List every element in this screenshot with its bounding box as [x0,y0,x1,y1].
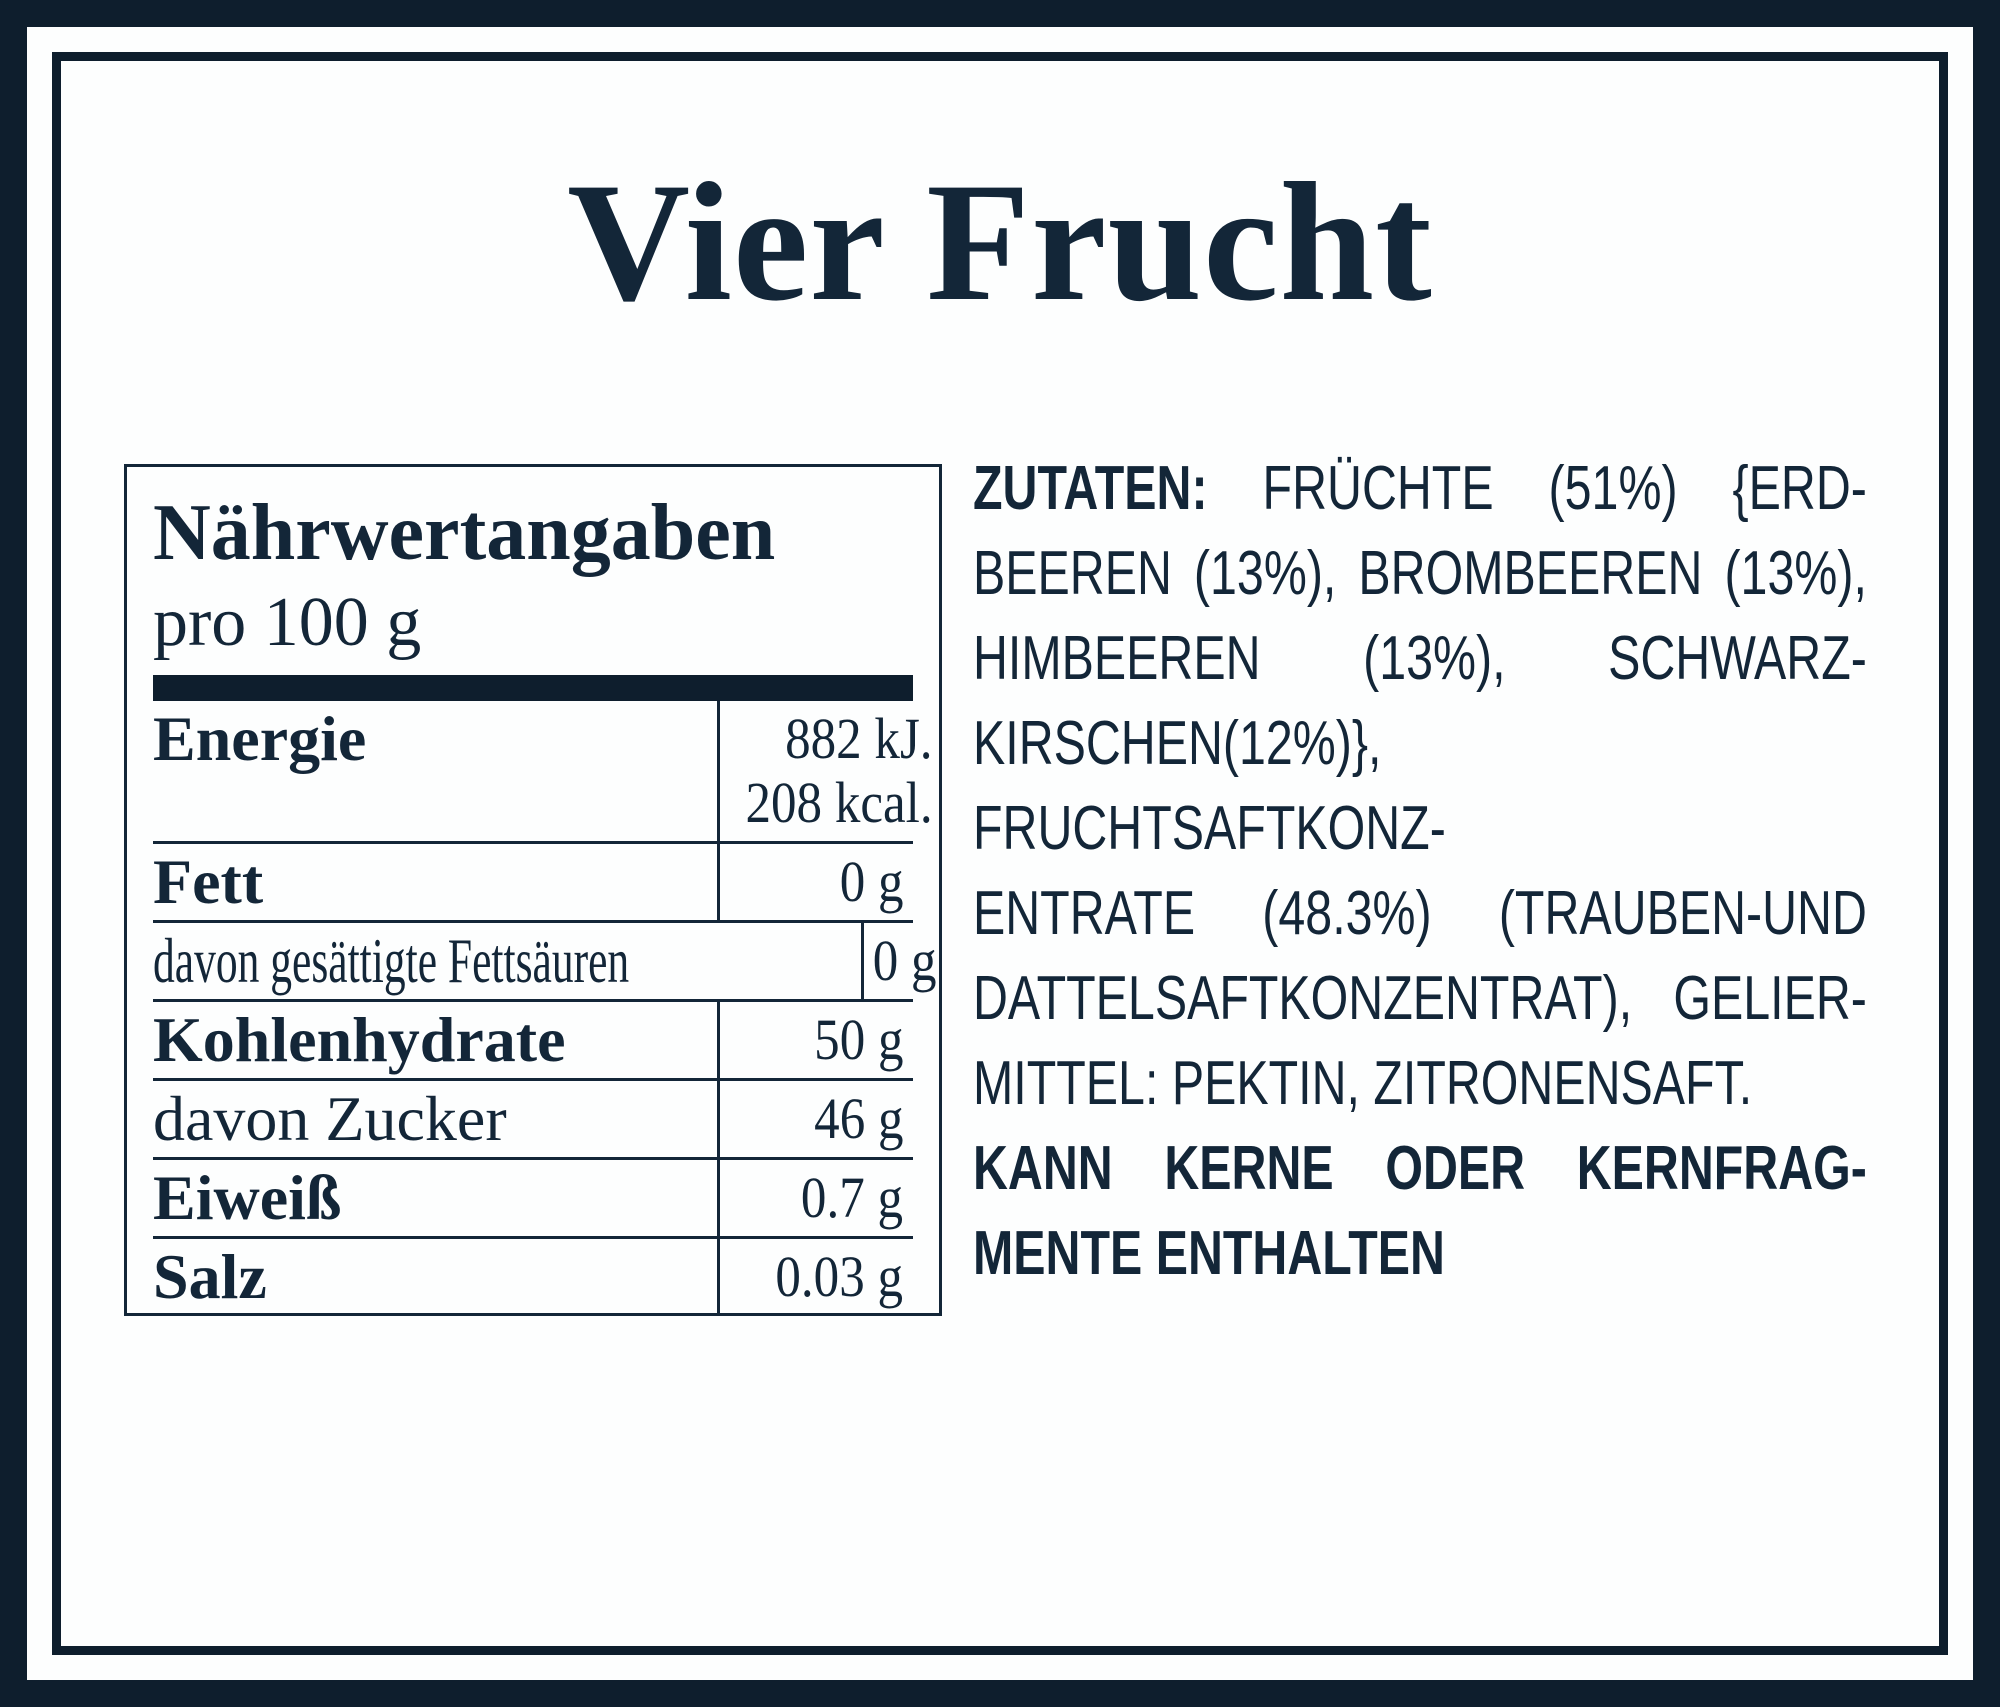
nutrient-values: 50 g [717,1002,913,1078]
nutrient-label: davon gesättigte Fettsäuren [153,925,630,996]
nutrition-row: Eiweiß 0.7 g [153,1157,913,1236]
nutrient-value: 0.7 g [800,1165,903,1230]
nutrition-row: Salz 0.03 g [153,1236,913,1313]
ingredients-line: ZUTATEN: FRÜCHTE (51%) {ERD- [973,446,1867,531]
nutrition-box: Nährwertangaben pro 100 g Energie 882 kJ.… [124,464,942,1316]
nutrient-values: 0 g [717,844,913,920]
nutrient-label: Energie [153,703,367,774]
ingredients-line: ENTRATE (48.3%) (TRAUBEN-UND [973,871,1867,956]
nutrient-values: 46 g [717,1081,913,1157]
ingredients-text: DATTELSAFTKONZENTRAT), GELIER- [973,964,1867,1033]
nutrient-label: Kohlenhydrate [153,1004,566,1075]
ingredients-bold-text: ZUTATEN: [973,454,1208,523]
ingredients-line: KIRSCHEN(12%)}, FRUCHTSAFTKONZ- [973,701,1867,871]
ingredients-text: HIMBEEREN (13%), SCHWARZ- [973,624,1867,693]
nutrition-row: Energie 882 kJ. 208 kcal. [153,701,933,841]
ingredients-line: MITTEL: PEKTIN, ZITRONENSAFT. [973,1041,1867,1126]
label-panel: Vier Frucht Nährwertangaben pro 100 g En… [27,27,1973,1680]
nutrient-value: 208 kcal. [745,770,933,835]
ingredients-line: HIMBEEREN (13%), SCHWARZ- [973,616,1867,701]
nutrient-label: Fett [153,846,264,917]
ingredients-line: KANN KERNE ODER KERNFRAG- [973,1126,1867,1211]
ingredients-line: BEEREN (13%), BROMBEEREN (13%), [973,531,1867,616]
nutrition-divider-bar [153,675,913,701]
nutrition-row: davon gesättigte Fettsäuren 0 g [153,920,937,999]
nutrient-label: Salz [153,1241,267,1312]
ingredients-bold-text: MENTE ENTHALTEN [973,1219,1445,1288]
nutrition-row: Kohlenhydrate 50 g [153,999,913,1078]
ingredients-text: ENTRATE (48.3%) (TRAUBEN-UND [973,879,1867,948]
nutrient-value: 0.03 g [775,1244,903,1309]
ingredients-text: BEEREN (13%), BROMBEEREN (13%), [973,539,1867,608]
nutrient-values: 0 g [861,923,939,999]
nutrient-value: 0 g [839,849,903,914]
inner-border-frame: Vier Frucht Nährwertangaben pro 100 g En… [52,52,1948,1655]
nutrient-values: 882 kJ. 208 kcal. [717,701,939,841]
nutrient-values: 0.7 g [717,1160,913,1236]
product-title: Vier Frucht [567,148,1433,336]
nutrient-label: Eiweiß [153,1162,342,1233]
nutrient-value: 0 g [872,928,937,993]
ingredients-text: KIRSCHEN(12%)}, FRUCHTSAFTKONZ- [973,709,1446,863]
nutrient-value: 50 g [813,1007,903,1072]
nutrition-subheading: pro 100 g [153,584,422,661]
ingredients-line: DATTELSAFTKONZENTRAT), GELIER- [973,956,1867,1041]
nutrition-heading: Nährwertangaben [153,489,776,577]
nutrition-rows: Energie 882 kJ. 208 kcal. Fett 0 g davon gesä… [153,701,937,1313]
ingredients-bold-text: KANN KERNE ODER KERNFRAG- [973,1134,1867,1203]
nutrient-values: 0.03 g [717,1239,913,1313]
ingredients-line: MENTE ENTHALTEN [973,1211,1867,1296]
nutrient-value: 46 g [813,1086,903,1151]
ingredients-text: FRÜCHTE (51%) {ERD- [1207,454,1867,523]
nutrient-value: 882 kJ. [785,706,933,771]
nutrition-row: davon Zucker 46 g [153,1078,913,1157]
nutrient-label: davon Zucker [153,1083,507,1154]
ingredients-text: MITTEL: PEKTIN, ZITRONENSAFT. [973,1049,1753,1118]
ingredients-block: ZUTATEN: FRÜCHTE (51%) {ERD- BEEREN (13%)… [973,446,1867,1296]
nutrition-row: Fett 0 g [153,841,913,920]
